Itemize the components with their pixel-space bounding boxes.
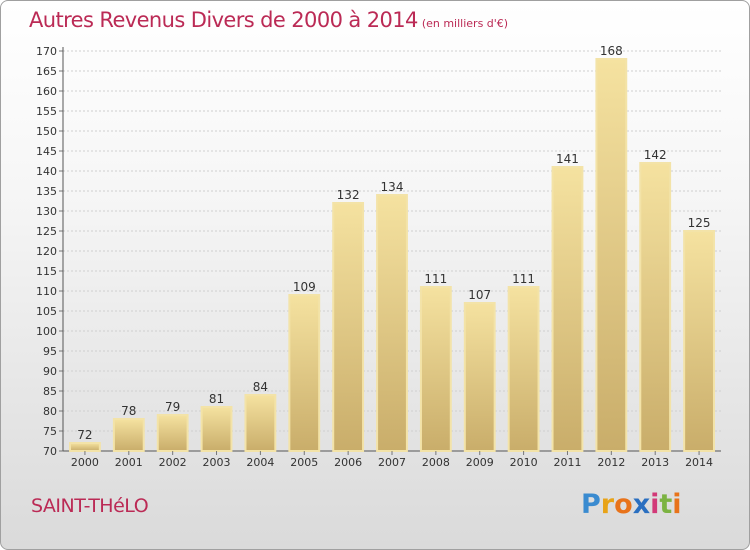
y-tick-label: 170 — [36, 45, 57, 58]
y-tick-label: 115 — [36, 265, 57, 278]
y-tick-label: 155 — [36, 105, 57, 118]
bar — [419, 286, 452, 452]
x-tick-label: 2006 — [334, 456, 362, 469]
x-tick-label: 2014 — [685, 456, 713, 469]
proxiti-logo: Proxiti — [581, 489, 682, 520]
y-tick-label: 105 — [36, 305, 57, 318]
y-tick-label: 95 — [43, 345, 57, 358]
chart-title-unit: (en milliers d'€) — [421, 17, 509, 30]
x-tick-label: 2013 — [641, 456, 669, 469]
x-tick-label: 2010 — [510, 456, 538, 469]
x-tick-label: 2004 — [246, 456, 274, 469]
logo-letter: o — [614, 489, 633, 520]
bar-value-label: 79 — [165, 400, 180, 414]
bar — [112, 418, 145, 452]
y-tick-label: 70 — [43, 445, 57, 458]
bar — [595, 58, 628, 452]
chart-title-main: Autres Revenus Divers de 2000 à 2014 — [29, 8, 418, 32]
bar — [683, 230, 715, 452]
x-tick-label: 2000 — [71, 456, 99, 469]
bar-value-label: 111 — [512, 272, 535, 286]
bar — [332, 202, 365, 452]
y-tick-label: 150 — [36, 125, 57, 138]
logo-letter: P — [581, 489, 601, 520]
bar — [156, 414, 189, 452]
x-tick-label: 2012 — [597, 456, 625, 469]
y-tick-label: 80 — [43, 405, 57, 418]
y-tick-label: 85 — [43, 385, 57, 398]
bar-value-label: 72 — [77, 428, 92, 442]
x-tick-label: 2001 — [115, 456, 143, 469]
bar — [463, 302, 496, 452]
bar-value-label: 109 — [293, 280, 316, 294]
logo-letter: x — [632, 489, 651, 520]
bar-value-label: 78 — [121, 404, 136, 418]
bar — [376, 194, 408, 452]
y-tick-label: 145 — [36, 145, 57, 158]
logo-letter: i — [650, 489, 660, 520]
y-tick-label: 130 — [36, 205, 57, 218]
bar-value-label: 107 — [468, 288, 491, 302]
x-tick-label: 2003 — [203, 456, 231, 469]
y-tick-label: 135 — [36, 185, 57, 198]
bar-value-label: 142 — [644, 148, 667, 162]
bar-value-label: 141 — [556, 152, 579, 166]
bar — [69, 442, 101, 452]
bar — [200, 406, 233, 452]
x-tick-label: 2002 — [159, 456, 187, 469]
y-tick-label: 110 — [36, 285, 57, 298]
location-name: SAINT-THéLO — [31, 495, 149, 517]
x-tick-label: 2005 — [290, 456, 318, 469]
bar-value-label: 134 — [381, 180, 404, 194]
bar — [551, 166, 584, 452]
y-tick-label: 120 — [36, 245, 57, 258]
bar-value-label: 111 — [424, 272, 447, 286]
logo-letter: r — [600, 489, 615, 520]
bar-value-label: 81 — [209, 392, 224, 406]
chart-title: Autres Revenus Divers de 2000 à 2014 (en … — [29, 8, 508, 32]
bar-value-label: 168 — [600, 44, 623, 58]
logo-letter: i — [672, 489, 682, 520]
y-tick-label: 100 — [36, 325, 57, 338]
y-tick-label: 90 — [43, 365, 57, 378]
x-tick-label: 2008 — [422, 456, 450, 469]
logo-letter: t — [659, 489, 673, 520]
bar-value-label: 125 — [688, 216, 711, 230]
y-tick-label: 75 — [43, 425, 57, 438]
y-tick-label: 160 — [36, 85, 57, 98]
bar — [639, 162, 672, 452]
x-tick-label: 2009 — [466, 456, 494, 469]
y-tick-label: 125 — [36, 225, 57, 238]
x-tick-label: 2007 — [378, 456, 406, 469]
x-tick-label: 2011 — [553, 456, 581, 469]
bar-value-label: 132 — [337, 188, 360, 202]
bar — [507, 286, 540, 452]
bar-value-label: 84 — [253, 380, 268, 394]
y-tick-label: 140 — [36, 165, 57, 178]
bar — [288, 294, 321, 452]
y-tick-label: 165 — [36, 65, 57, 78]
bar — [244, 394, 277, 452]
